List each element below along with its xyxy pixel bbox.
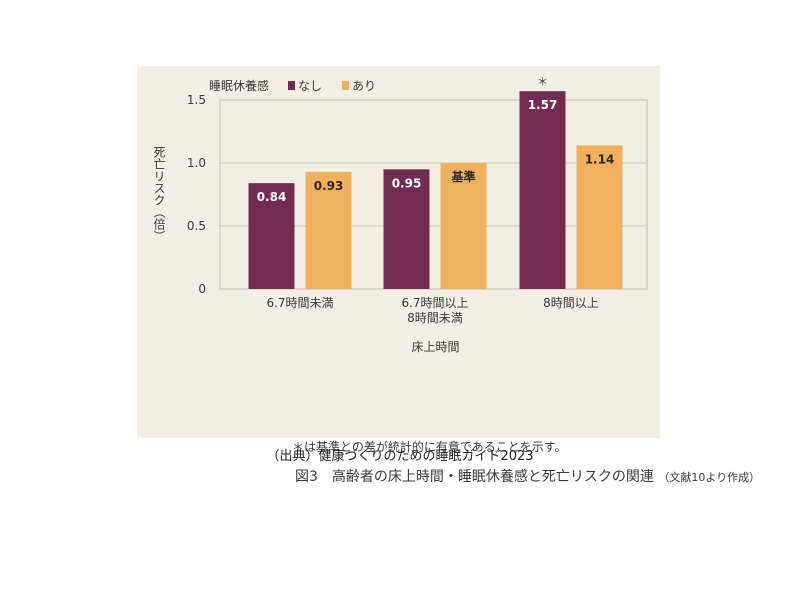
legend-label-1: あり xyxy=(352,79,376,93)
figure-caption: 図3 高齢者の床上時間・睡眠休養感と死亡リスクの関連 （文献10より作成） xyxy=(295,466,760,486)
y-tick-label: 0.5 xyxy=(187,219,206,233)
x-category-label: 6.7時間以上 xyxy=(401,296,468,310)
bar-data-label: 基準 xyxy=(450,169,475,184)
y-tick-label: 1.0 xyxy=(187,156,206,170)
bar-ari-0 xyxy=(305,171,352,289)
legend-title: 睡眠休養感 xyxy=(209,78,269,93)
legend-swatch-0 xyxy=(288,81,295,90)
bar-ari-1 xyxy=(440,163,487,289)
bar-ari-2 xyxy=(576,145,623,289)
bar-nashi-2 xyxy=(519,91,566,290)
figure-panel: 0 0.5 1.0 1.5 死亡リスク（倍） 睡眠休養感 なし あり 0.84 0.95 1.57 0… xyxy=(137,66,760,485)
x-category-label: 8時間未満 xyxy=(407,311,463,325)
y-tick-label: 1.5 xyxy=(187,93,206,107)
bar-nashi-0 xyxy=(248,183,295,289)
legend-label-0: なし xyxy=(298,79,322,93)
bar-data-label: 0.84 xyxy=(257,190,287,204)
significance-footnote: ＊は基準との差が統計的に有意であることを示す。 xyxy=(292,440,567,454)
bar-data-label: 0.93 xyxy=(314,179,344,193)
legend-swatch-1 xyxy=(342,81,349,90)
bar-chart: 0 0.5 1.0 1.5 死亡リスク（倍） 睡眠休養感 なし あり 0.84 0.95 1.57 0… xyxy=(152,75,648,354)
y-axis-label: 死亡リスク（倍） xyxy=(152,146,166,242)
caption-main: 図3 高齢者の床上時間・睡眠休養感と死亡リスクの関連 xyxy=(295,469,654,485)
x-category-label: 8時間以上 xyxy=(543,296,599,310)
plot-area xyxy=(219,99,648,290)
y-tick-label: 0 xyxy=(198,282,206,296)
x-axis-label: 床上時間 xyxy=(411,340,459,354)
bar-data-label: 0.95 xyxy=(392,176,422,190)
bar-data-label: 1.14 xyxy=(585,152,615,166)
source-credit: （出典）健康づくりのための睡眠ガイド2023 xyxy=(266,449,534,464)
bar-nashi-1 xyxy=(383,169,430,289)
x-category-label: 6.7時間未満 xyxy=(266,296,333,310)
caption-note: （文献10より作成） xyxy=(658,471,761,484)
significance-asterisk: ＊ xyxy=(537,75,548,88)
bar-data-label: 1.57 xyxy=(528,98,558,112)
